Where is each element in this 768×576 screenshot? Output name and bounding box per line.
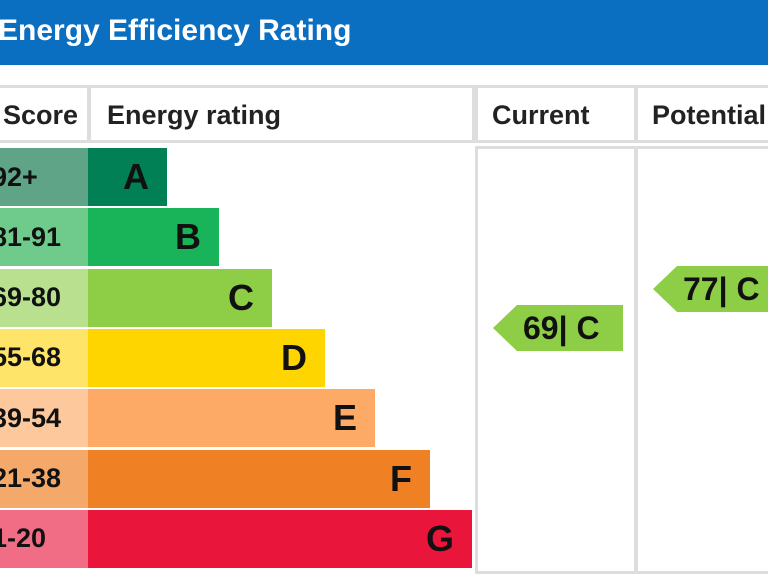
header-bar	[0, 0, 768, 65]
column-header: Score	[0, 85, 90, 143]
potential-rating: 77| C	[653, 266, 768, 312]
score-cell: 39-54	[0, 389, 88, 448]
score-cell: 69-80	[0, 268, 88, 327]
column-body	[635, 146, 768, 574]
score-cell: 21-38	[0, 449, 88, 508]
rating-bar: F	[88, 449, 430, 508]
column-body	[475, 146, 637, 574]
rating-bar: D	[88, 328, 325, 387]
rating-bar: C	[88, 268, 272, 327]
score-cell: 1-20	[0, 509, 88, 568]
rating-bar: G	[88, 509, 472, 568]
column-header: Current	[475, 85, 637, 143]
column-header: Energy rating	[88, 85, 475, 143]
current-rating: 69| C	[493, 305, 623, 351]
rating-bar: B	[88, 208, 219, 267]
score-cell: 81-91	[0, 208, 88, 267]
rating-bar: A	[88, 148, 167, 206]
score-cell: 55-68	[0, 328, 88, 387]
rating-bar: E	[88, 389, 375, 448]
column-header: Potential	[635, 85, 768, 143]
title: Energy Efficiency Rating	[0, 14, 352, 47]
score-cell: 92+	[0, 148, 88, 206]
